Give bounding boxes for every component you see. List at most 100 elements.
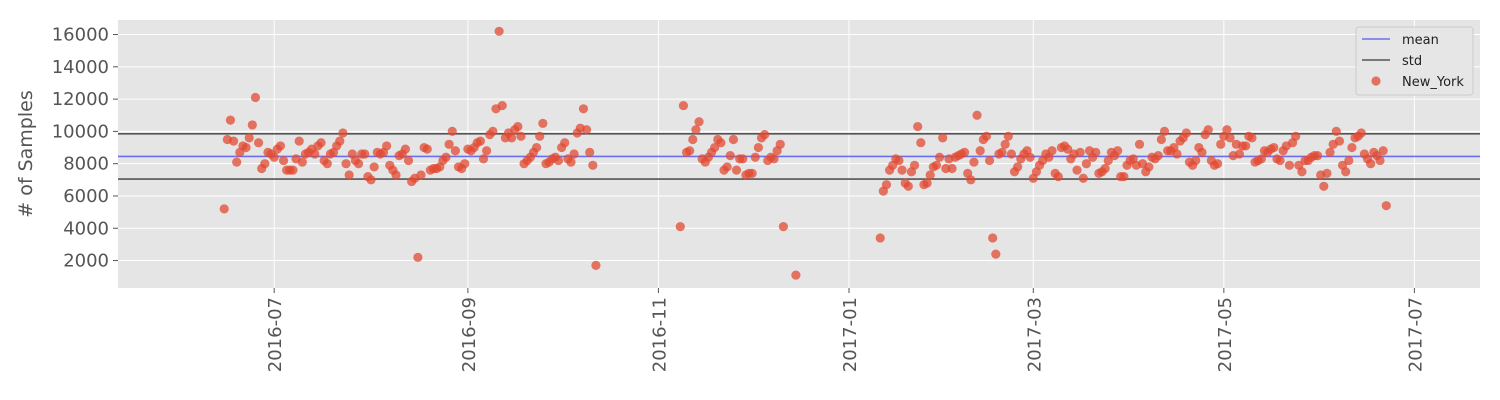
data-point bbox=[360, 149, 370, 159]
data-point bbox=[1053, 172, 1063, 182]
data-point bbox=[250, 92, 261, 103]
data-point bbox=[1269, 142, 1279, 153]
data-point bbox=[535, 131, 545, 141]
data-point bbox=[1006, 149, 1017, 159]
data-point bbox=[922, 178, 932, 188]
data-point bbox=[413, 252, 423, 262]
plot-area bbox=[118, 20, 1480, 288]
data-point bbox=[278, 155, 289, 166]
data-point bbox=[975, 146, 985, 156]
data-point bbox=[531, 142, 542, 153]
data-point bbox=[1331, 126, 1341, 136]
y-tick-label: 10000 bbox=[52, 121, 109, 142]
data-point bbox=[460, 159, 470, 169]
data-point bbox=[338, 128, 348, 138]
data-point bbox=[694, 117, 704, 127]
data-point bbox=[297, 157, 307, 167]
data-point bbox=[691, 125, 701, 135]
data-point bbox=[966, 175, 976, 185]
data-point bbox=[1100, 163, 1110, 174]
data-point bbox=[1047, 146, 1057, 156]
x-tick-label: 2017-07 bbox=[1405, 297, 1426, 372]
data-point bbox=[1181, 128, 1191, 138]
data-point bbox=[969, 157, 979, 167]
data-point bbox=[247, 120, 257, 130]
data-point bbox=[1341, 167, 1351, 177]
data-point bbox=[1075, 147, 1085, 157]
data-point bbox=[335, 136, 345, 146]
data-point bbox=[1119, 172, 1129, 182]
legend-label: mean bbox=[1402, 33, 1439, 48]
legend-box bbox=[1355, 26, 1474, 96]
legend-label: std bbox=[1402, 54, 1422, 69]
data-point bbox=[400, 144, 410, 154]
data-point bbox=[1159, 126, 1170, 136]
data-point bbox=[1378, 146, 1388, 156]
data-point bbox=[925, 170, 935, 180]
data-point bbox=[1234, 149, 1245, 159]
data-point bbox=[416, 170, 426, 180]
data-point bbox=[1381, 201, 1391, 211]
data-point bbox=[1297, 167, 1307, 177]
data-point bbox=[450, 146, 460, 156]
data-point bbox=[1153, 151, 1163, 161]
data-point bbox=[1366, 159, 1376, 169]
data-point bbox=[588, 160, 598, 170]
data-point bbox=[569, 149, 579, 159]
data-point bbox=[1212, 159, 1223, 169]
data-point bbox=[1103, 155, 1113, 166]
data-point bbox=[578, 104, 589, 114]
data-point bbox=[403, 155, 414, 166]
data-point bbox=[1319, 181, 1329, 191]
data-point bbox=[228, 136, 239, 146]
data-point bbox=[566, 157, 576, 167]
data-point bbox=[382, 141, 392, 151]
data-point bbox=[738, 154, 748, 164]
data-point bbox=[1334, 136, 1345, 146]
data-point bbox=[1000, 139, 1010, 149]
data-point bbox=[753, 142, 763, 153]
data-point bbox=[497, 100, 507, 111]
data-point bbox=[981, 131, 992, 141]
data-point bbox=[219, 204, 229, 214]
x-tick-label: 2016-11 bbox=[649, 297, 670, 372]
data-point bbox=[294, 136, 304, 146]
y-tick-label: 16000 bbox=[52, 25, 109, 46]
data-point bbox=[1091, 147, 1101, 157]
data-point bbox=[1197, 147, 1207, 157]
data-point bbox=[1081, 159, 1091, 169]
data-point bbox=[553, 155, 564, 166]
data-point bbox=[959, 147, 970, 157]
data-point bbox=[685, 146, 695, 156]
data-point bbox=[253, 138, 264, 148]
data-point bbox=[422, 144, 432, 154]
data-point bbox=[310, 149, 320, 159]
data-point bbox=[728, 134, 738, 145]
data-point bbox=[494, 26, 504, 36]
data-point bbox=[1078, 173, 1088, 183]
data-point bbox=[947, 163, 957, 174]
data-point bbox=[1222, 125, 1232, 135]
y-tick-label: 6000 bbox=[63, 186, 109, 207]
data-point bbox=[538, 118, 548, 128]
data-point bbox=[341, 159, 351, 169]
data-point bbox=[722, 162, 732, 172]
data-point bbox=[716, 138, 726, 148]
data-point bbox=[1203, 125, 1213, 135]
data-point bbox=[791, 270, 801, 280]
y-tick-label: 2000 bbox=[63, 251, 109, 272]
data-point bbox=[241, 142, 251, 153]
data-point bbox=[731, 165, 742, 175]
data-point bbox=[1144, 162, 1154, 172]
data-point bbox=[444, 139, 454, 149]
x-tick-label: 2016-07 bbox=[265, 297, 286, 372]
data-point bbox=[913, 121, 923, 132]
data-point bbox=[897, 165, 907, 175]
data-point bbox=[353, 159, 364, 169]
x-tick-label: 2017-05 bbox=[1215, 297, 1236, 372]
data-point bbox=[585, 147, 595, 157]
data-point bbox=[678, 100, 689, 111]
x-tick-label: 2017-03 bbox=[1024, 297, 1045, 372]
data-point bbox=[478, 154, 489, 164]
data-point bbox=[275, 141, 286, 151]
